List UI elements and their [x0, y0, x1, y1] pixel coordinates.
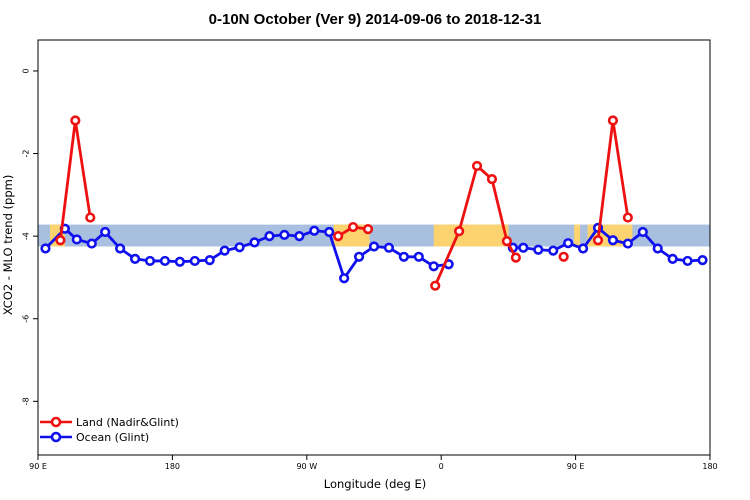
axes: 90 E 180 90 W 0 90 E 180 0 -2 -4 -6 -8	[22, 39, 718, 471]
band-land-4	[574, 224, 581, 247]
land-seg1-point-0	[333, 231, 344, 242]
land-seg2-point-4	[501, 235, 513, 247]
ocean-a-point-14	[249, 237, 260, 248]
ocean-a-point-21	[353, 251, 365, 262]
x-tick-label-5: 180	[702, 462, 717, 471]
ocean-a-point-15	[264, 231, 275, 242]
ocean-a-point-24	[398, 251, 409, 262]
band-land-1	[333, 224, 370, 247]
ocean-line-a	[44, 227, 449, 280]
band-land-2	[433, 224, 498, 247]
y-tick-label-3: -6	[22, 315, 31, 323]
land-seg3-point-0	[558, 251, 569, 262]
ocean-b-point-10	[652, 243, 663, 254]
land-seg2-point-1	[454, 226, 465, 237]
y-axis-label: XCO2 - MLO trend (ppm)	[1, 175, 15, 316]
series-layer	[40, 115, 708, 291]
x-tick-label-1: 180	[165, 462, 180, 471]
ocean-a-point-26	[428, 261, 439, 272]
legend-ocean-label: Ocean (Glint)	[76, 431, 149, 444]
land-seg1-point-2	[362, 224, 374, 235]
x-tick-label-3: 0	[439, 462, 444, 471]
ocean-a-point-3	[86, 238, 97, 249]
ocean-b-point-9	[637, 226, 648, 238]
legend-land-marker	[50, 416, 62, 428]
chart-title: 0-10N October (Ver 9) 2014-09-06 to 2018…	[209, 11, 542, 28]
land-seg2-point-0	[430, 280, 441, 291]
ocean-b-point-2	[533, 244, 544, 255]
band-ocean	[38, 224, 710, 247]
ocean-a-point-9	[174, 256, 185, 267]
land-line-0	[59, 119, 92, 241]
x-tick-label-4: 90 E	[567, 462, 585, 471]
plot-frame	[37, 39, 711, 456]
ocean-a-point-0	[40, 243, 51, 254]
land-line-4	[596, 119, 630, 241]
ocean-b-point-12	[682, 255, 693, 267]
legend-land-label: Land (Nadir&Glint)	[76, 416, 179, 429]
y-tick-label-2: -4	[22, 232, 31, 240]
x-axis-label: Longitude (deg E)	[324, 477, 426, 491]
ocean-b-point-8	[622, 238, 633, 249]
land-seg0-point-0	[55, 235, 66, 246]
ocean-b-point-7	[607, 235, 619, 246]
ocean-b-point-4	[563, 238, 574, 249]
x-tick-label-0: 90 E	[29, 462, 47, 471]
ocean-a-point-6	[129, 253, 141, 264]
ocean-b-point-11	[667, 253, 678, 264]
ocean-a-point-11	[204, 254, 215, 266]
land-seg2-point-3	[486, 174, 498, 185]
ocean-a-point-12	[219, 245, 230, 256]
legend: Land (Nadir&Glint) Ocean (Glint)	[40, 416, 179, 444]
ocean-a-point-17	[294, 231, 305, 242]
ocean-a-point-19	[324, 226, 335, 238]
land-seg1-point-1	[347, 221, 359, 233]
ocean-a-point-25	[413, 251, 424, 262]
land-seg2-point-5	[510, 252, 521, 263]
ocean-a-point-5	[115, 243, 126, 254]
land-seg2-point-2	[471, 160, 483, 172]
ocean-a-point-13	[234, 242, 245, 253]
ocean-b-point-13	[697, 254, 708, 266]
ocean-a-point-4	[100, 226, 111, 238]
y-tick-label-4: -8	[22, 397, 31, 405]
ocean-a-point-8	[159, 255, 171, 267]
x-tick-label-2: 90 W	[296, 462, 317, 471]
land-seg0-point-1	[70, 115, 81, 126]
band-land-3	[497, 224, 509, 247]
ocean-a-point-2	[71, 234, 82, 245]
ocean-a-point-18	[309, 225, 320, 236]
land-seg4-point-0	[592, 235, 604, 246]
ocean-a-point-7	[144, 255, 156, 267]
land-seg4-point-2	[622, 212, 633, 223]
y-tick-label-0: 0	[22, 68, 31, 73]
ocean-a-point-20	[339, 273, 350, 284]
ocean-a-point-22	[368, 241, 380, 252]
y-tick-label-1: -2	[22, 150, 31, 158]
ocean-a-point-10	[189, 255, 200, 267]
map-band	[38, 224, 710, 247]
land-seg4-point-1	[607, 115, 619, 126]
ocean-b-point-1	[518, 242, 529, 253]
ocean-a-point-16	[279, 229, 290, 241]
ocean-b-point-5	[577, 243, 589, 254]
land-seg0-point-2	[85, 212, 96, 223]
ocean-a-point-23	[383, 242, 395, 253]
legend-ocean-marker	[50, 431, 62, 443]
ocean-b-point-3	[548, 245, 559, 256]
